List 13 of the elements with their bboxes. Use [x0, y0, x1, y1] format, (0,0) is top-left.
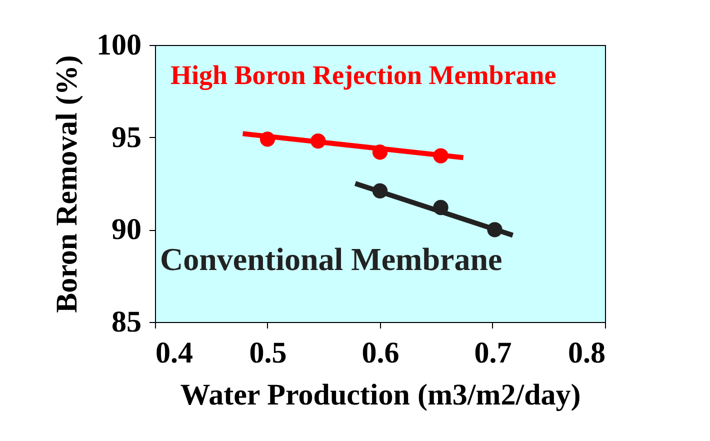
x-tick-label: 0.6	[362, 336, 400, 370]
y-tick-label: 100	[96, 28, 142, 62]
y-tick-label: 85	[112, 306, 142, 338]
text: High Boron Rejection Membrane	[170, 60, 556, 90]
y-tick-label: 90	[112, 213, 142, 246]
y-tick-label: 95	[112, 120, 142, 154]
series-label: Conventional Membrane	[160, 240, 502, 277]
y-axis-title: Boron Removal (%)	[50, 55, 84, 313]
x-tick-label: 0.5	[249, 336, 287, 370]
x-tick-label: 0.4	[156, 336, 193, 370]
x-axis-title: Water Production (m3/m2/day)	[180, 378, 581, 412]
x-tick-label: 0.8	[568, 336, 606, 370]
x-tick-label: 0.7	[474, 336, 512, 370]
